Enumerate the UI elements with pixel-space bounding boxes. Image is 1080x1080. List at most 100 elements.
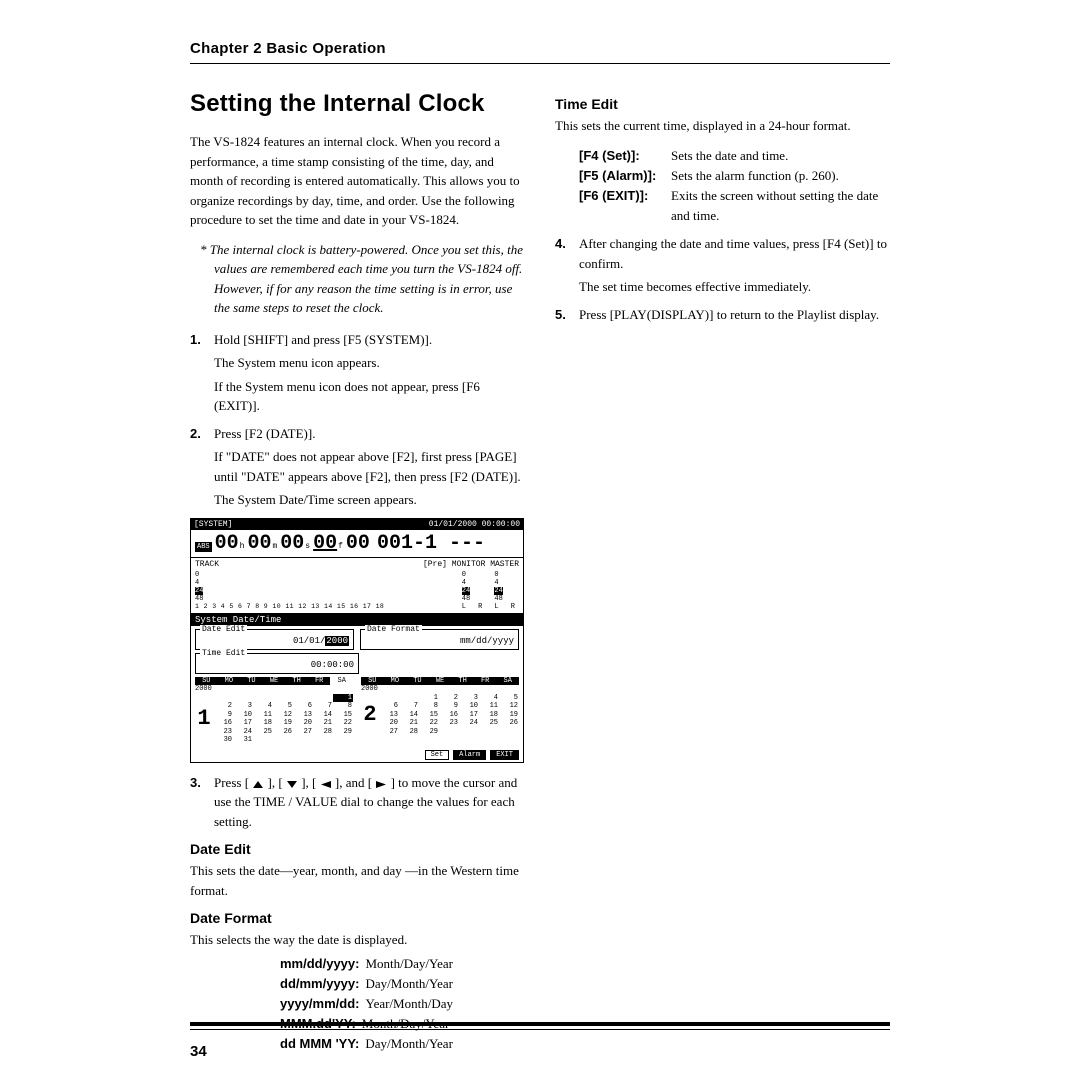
chapter-header: Chapter 2 Basic Operation xyxy=(190,40,890,64)
step-number: 4. xyxy=(555,234,566,254)
fn-key: [F6 (EXIT)]: xyxy=(579,186,671,226)
time-unit: m xyxy=(272,542,277,551)
page: Chapter 2 Basic Operation Setting the In… xyxy=(0,0,1080,1080)
monitor-label: MONITOR xyxy=(452,560,486,569)
steps-list-right: 4. After changing the date and time valu… xyxy=(555,234,890,324)
time-unit: f xyxy=(338,542,343,551)
time-ff: 00 xyxy=(313,532,337,555)
format-val: Month/Day/Year xyxy=(365,954,525,974)
step-text: Press [PLAY(DISPLAY)] to return to the P… xyxy=(579,305,890,325)
time-edit-val: 00:00:00 xyxy=(200,660,354,670)
step-number: 5. xyxy=(555,305,566,325)
intro-paragraph: The VS-1824 features an internal clock. … xyxy=(190,132,525,230)
alarm-button: Alarm xyxy=(453,750,486,760)
track-numbers: 1 2 3 4 5 6 7 8 9 10 11 12 13 14 15 16 1… xyxy=(195,603,454,610)
step-1: 1. Hold [SHIFT] and press [F5 (SYSTEM)].… xyxy=(190,330,525,416)
fn-val: Sets the date and time. xyxy=(671,146,890,166)
time-ss: 00 xyxy=(280,532,304,555)
step-number: 3. xyxy=(190,773,201,793)
ss-titlebar: [SYSTEM] 01/01/2000 00:00:00 xyxy=(191,519,523,530)
date-edit-heading: Date Edit xyxy=(190,841,525,857)
steps-list: 1. Hold [SHIFT] and press [F5 (SYSTEM)].… xyxy=(190,330,525,510)
pre-label: [Pre] xyxy=(423,560,447,569)
ss-title-left: [SYSTEM] xyxy=(194,520,232,529)
fn-key: [F4 (Set)]: xyxy=(579,146,671,166)
step-text: The set time becomes effective immediate… xyxy=(579,277,890,297)
ss-track-area: TRACK [Pre] MONITOR MASTER 042448 xyxy=(191,557,523,613)
time-unit: s xyxy=(305,542,310,551)
cal-month: 2 xyxy=(361,694,379,737)
step-2: 2. Press [F2 (DATE)]. If "DATE" does not… xyxy=(190,424,525,510)
ss-buttons: Set Alarm EXIT xyxy=(191,748,523,762)
date-edit-body: This sets the date—year, month, and day … xyxy=(190,861,525,900)
date-val-highlight: 2000 xyxy=(325,636,349,646)
counter: 001-1 --- xyxy=(377,532,485,555)
step-text: Hold [SHIFT] and press [F5 (SYSTEM)]. xyxy=(214,330,525,350)
step-text: Press [F2 (DATE)]. xyxy=(214,424,525,444)
step-text: The System menu icon appears. xyxy=(214,353,525,373)
cal-month: 1 xyxy=(195,694,213,745)
step-4: 4. After changing the date and time valu… xyxy=(555,234,890,297)
format-key: mm/dd/yyyy: xyxy=(280,954,365,974)
box-label: Date Format xyxy=(365,625,422,634)
exit-button: EXIT xyxy=(490,750,519,760)
time-edit-body: This sets the current time, displayed in… xyxy=(555,116,890,136)
date-edit-box: Date Edit 01/01/2000 xyxy=(195,629,354,650)
time-edit-box: Time Edit 00:00:00 xyxy=(195,653,359,674)
fn-key: [F5 (Alarm)]: xyxy=(579,166,671,186)
steps-list-cont: 3. Press [ ], [ ], [ ], and [ ] to move … xyxy=(190,773,525,832)
lr-label: L R xyxy=(462,603,487,611)
set-button: Set xyxy=(425,750,450,760)
ss-title-right: 01/01/2000 00:00:00 xyxy=(429,520,520,529)
function-key-table: [F4 (Set)]:Sets the date and time.[F5 (A… xyxy=(555,146,890,227)
cal2-header: SUMOTUWETHFRSA xyxy=(361,677,519,686)
master-label: MASTER xyxy=(490,560,519,569)
abs-badge: ABS xyxy=(195,542,212,552)
step-5: 5. Press [PLAY(DISPLAY)] to return to th… xyxy=(555,305,890,325)
step-text: If the System menu icon does not appear,… xyxy=(214,377,525,416)
footnote: The internal clock is battery-powered. O… xyxy=(190,240,525,318)
box-label: Time Edit xyxy=(200,649,247,658)
right-column: Time Edit This sets the current time, di… xyxy=(555,90,890,1054)
track-label: TRACK xyxy=(195,560,219,569)
lcd-screenshot: [SYSTEM] 01/01/2000 00:00:00 ABS 00 h 00… xyxy=(190,518,524,763)
step-text: The System Date/Time screen appears. xyxy=(214,490,525,510)
step-text: Press [ ], [ ], [ ], and [ ] to move the… xyxy=(214,773,525,832)
time-edit-heading: Time Edit xyxy=(555,96,890,112)
format-val: Day/Month/Year xyxy=(365,1034,525,1054)
box-label: Date Edit xyxy=(200,625,247,634)
date-val: 01/01/ xyxy=(293,636,325,646)
format-val: Day/Month/Year xyxy=(365,974,525,994)
cal2-grid: 1234567891011121314151617181920212223242… xyxy=(379,694,519,737)
ss-time-row: ABS 00 h 00 m 00 s 00 f 00 001-1 --- xyxy=(191,530,523,557)
footer-rule xyxy=(190,1022,890,1030)
cal1-grid: 1234567891011121314151617181920212223242… xyxy=(213,694,353,745)
date-format-body: This selects the way the date is display… xyxy=(190,930,525,950)
format-key: dd MMM 'YY: xyxy=(280,1034,365,1054)
date-format-table: mm/dd/yyyy:Month/Day/Yeardd/mm/yyyy:Day/… xyxy=(190,954,525,1055)
cal1-header: SUMOTUWETHFRSA xyxy=(195,677,353,686)
step-number: 1. xyxy=(190,330,201,350)
two-column-layout: Setting the Internal Clock The VS-1824 f… xyxy=(190,90,890,1054)
format-key: dd/mm/yyyy: xyxy=(280,974,365,994)
date-format-val: mm/dd/yyyy xyxy=(365,636,514,646)
cal-year: 2000 xyxy=(361,685,378,694)
page-number: 34 xyxy=(190,1043,207,1060)
format-val: Year/Month/Day xyxy=(365,994,525,1014)
lr-label: L R xyxy=(494,603,519,611)
time-sub: 00 xyxy=(346,532,370,555)
cal-year: 2000 xyxy=(195,685,212,694)
fn-val: Exits the screen without setting the dat… xyxy=(671,186,890,226)
date-format-heading: Date Format xyxy=(190,910,525,926)
fn-val: Sets the alarm function (p. 260). xyxy=(671,166,890,186)
step-text: If "DATE" does not appear above [F2], fi… xyxy=(214,447,525,486)
time-unit: h xyxy=(240,542,245,551)
left-column: Setting the Internal Clock The VS-1824 f… xyxy=(190,90,525,1054)
step-text: After changing the date and time values,… xyxy=(579,234,890,273)
format-key: yyyy/mm/dd: xyxy=(280,994,365,1014)
section-title: Setting the Internal Clock xyxy=(190,90,525,118)
time-mm: 00 xyxy=(247,532,271,555)
ss-calendars: SUMOTUWETHFRSA 2000 1 123456789101112131… xyxy=(191,677,523,748)
step-3: 3. Press [ ], [ ], [ ], and [ ] to move … xyxy=(190,773,525,832)
step-number: 2. xyxy=(190,424,201,444)
